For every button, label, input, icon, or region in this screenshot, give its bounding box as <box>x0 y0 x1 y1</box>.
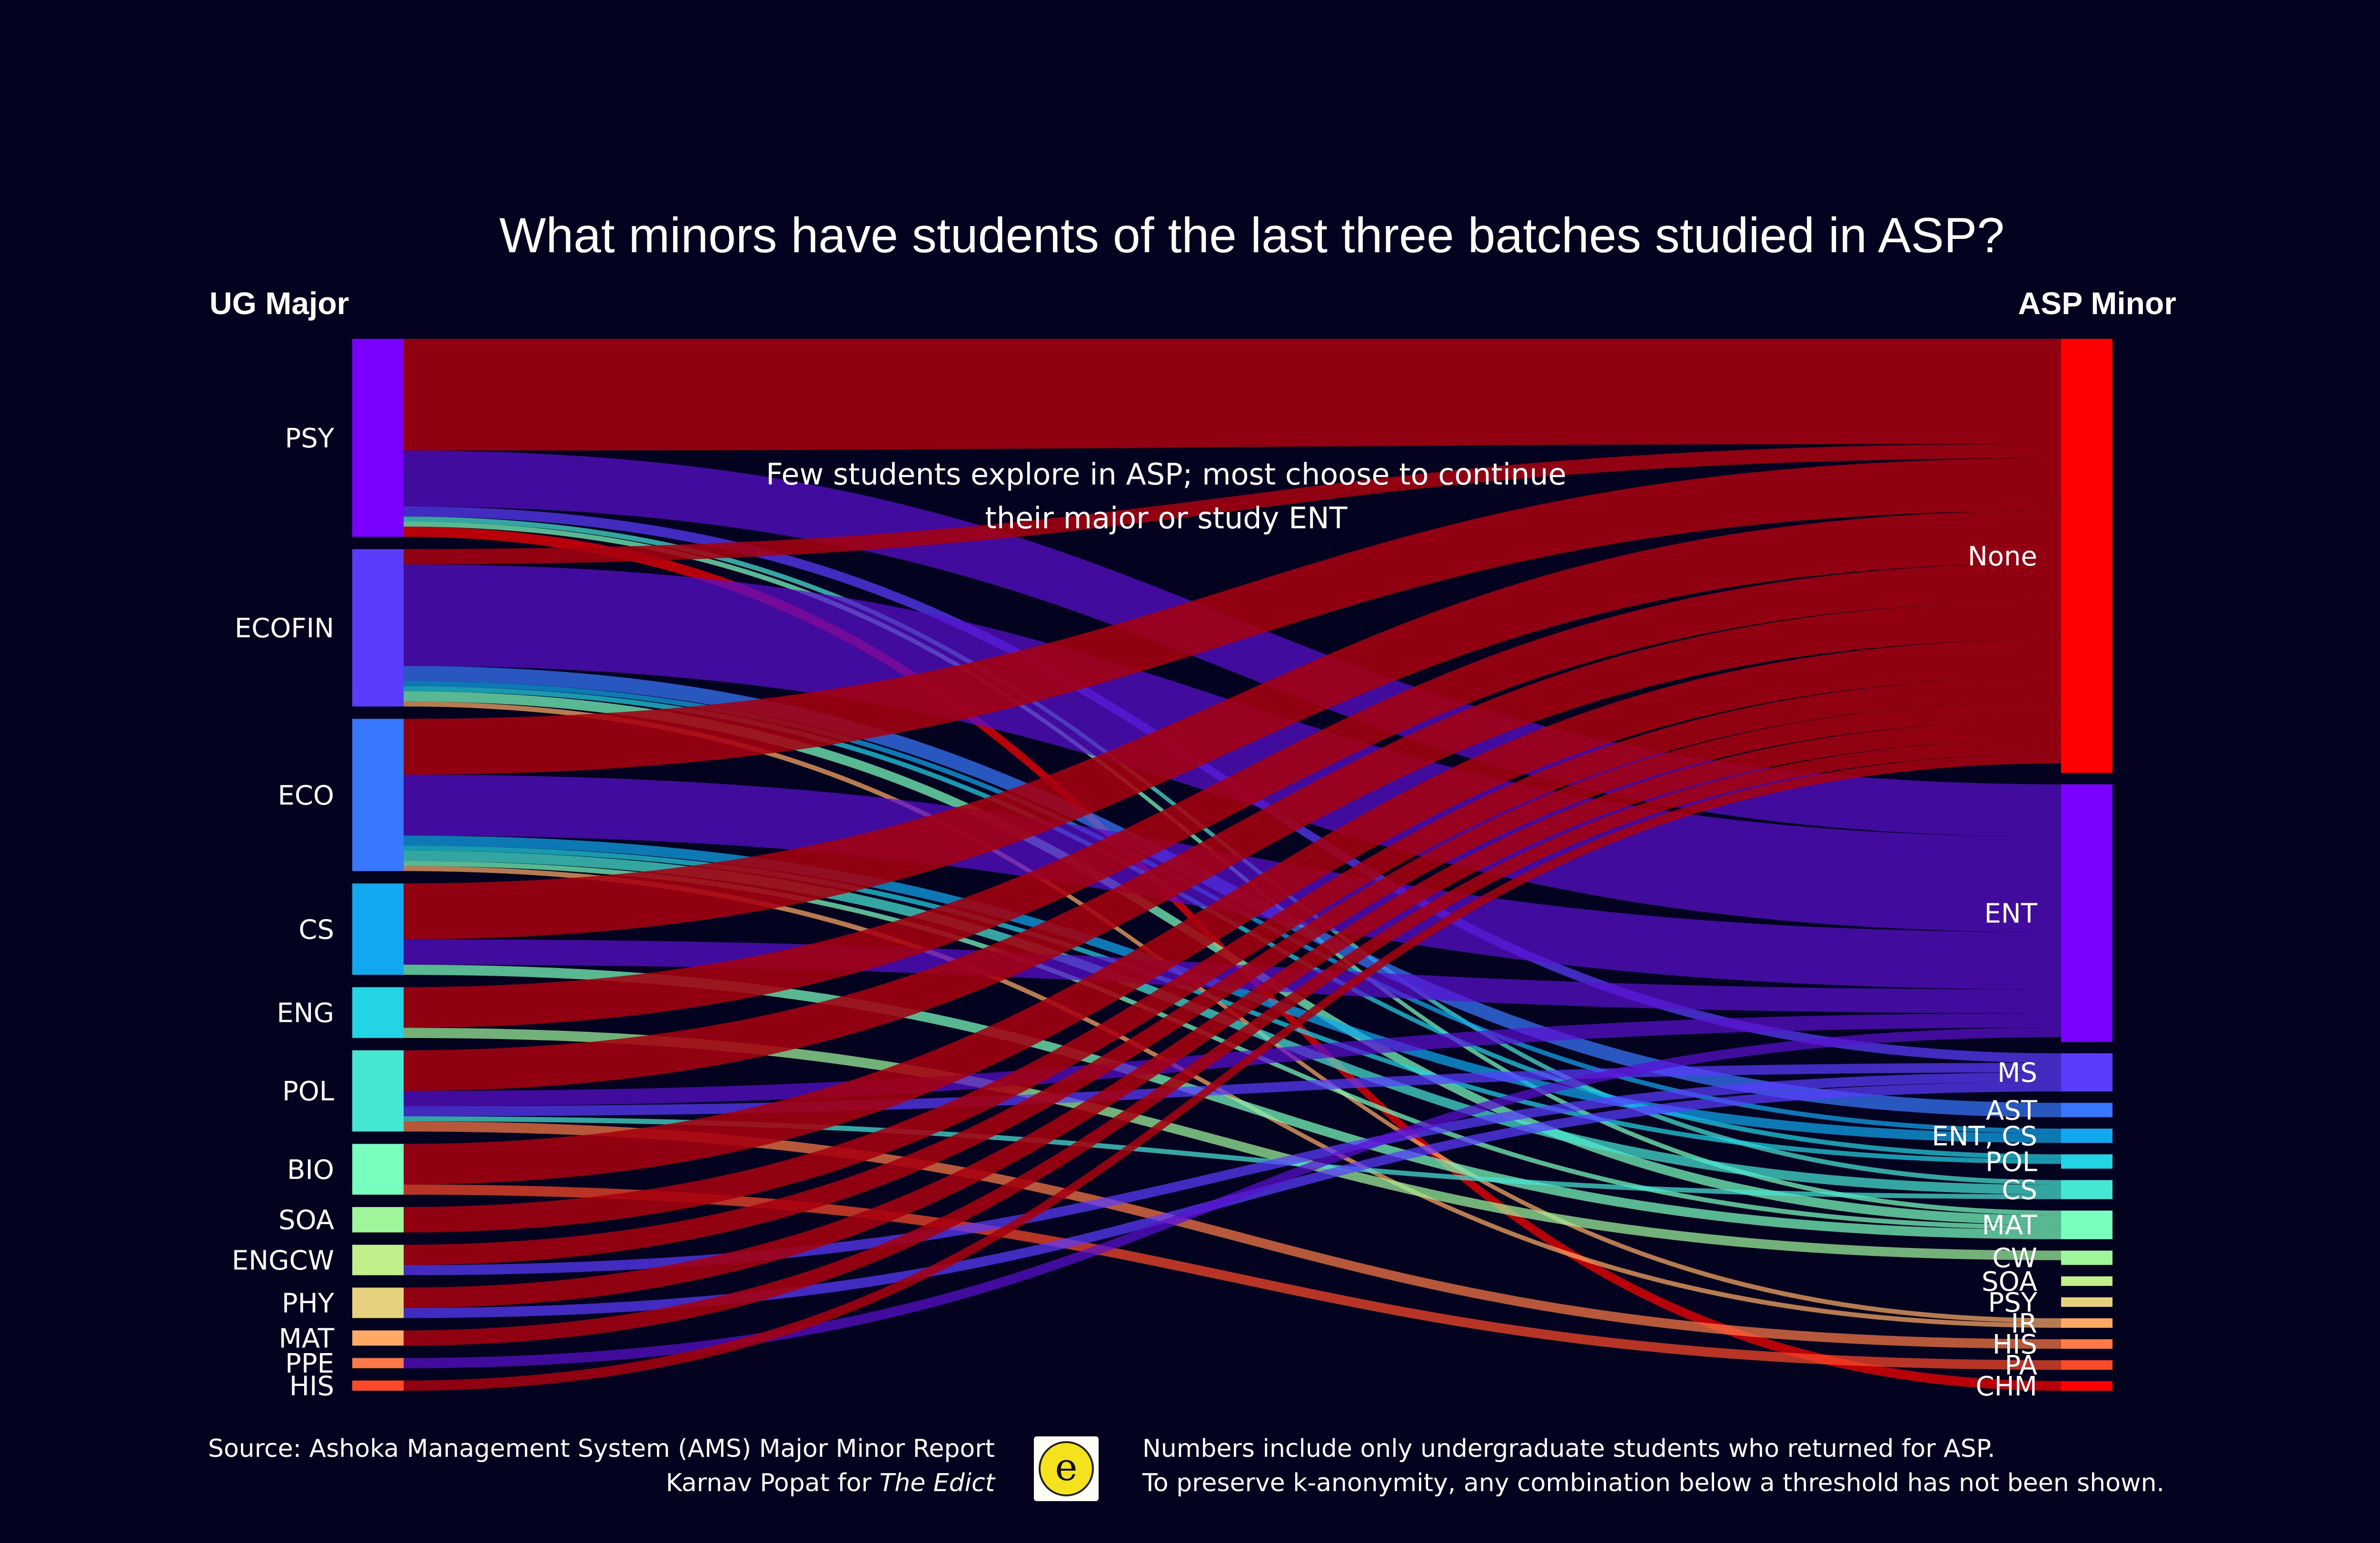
link-his-to-none <box>404 753 2061 1391</box>
left-label-ecofin: ECOFIN <box>235 613 334 644</box>
right-node-ir <box>2061 1318 2112 1328</box>
right-label-cw: CW <box>1993 1243 2037 1274</box>
left-label-pol: POL <box>282 1076 334 1107</box>
left-node-cs <box>352 883 404 975</box>
link-pol-to-his <box>404 1121 2061 1349</box>
right-label-ms: MS <box>1997 1058 2037 1088</box>
chart-title: What minors have students of the last th… <box>499 208 2004 263</box>
edict-logo: e <box>1034 1436 1099 1501</box>
right-node-ent <box>2061 784 2112 1042</box>
right-label-ast: AST <box>1986 1095 2038 1126</box>
left-label-eco: ECO <box>278 780 334 811</box>
right-label-ent: ENT <box>1984 899 2038 930</box>
right-node-cw <box>2061 1250 2112 1265</box>
right-node-cs <box>2061 1180 2112 1199</box>
right-label-chm: CHM <box>1975 1371 2037 1402</box>
source-note: Source: Ashoka Management System (AMS) M… <box>143 1432 995 1500</box>
link-pol-to-ent <box>404 1013 2061 1107</box>
right-label-psy: PSY <box>1988 1287 2037 1318</box>
link-eng-to-none <box>404 563 2061 1028</box>
left-node-mat <box>352 1330 404 1346</box>
left-node-bio <box>352 1144 404 1195</box>
left-label-his: HIS <box>289 1371 334 1402</box>
left-label-cs: CS <box>298 914 334 945</box>
note-line-2: To preserve k-anonymity, any combination… <box>1142 1469 2165 1497</box>
left-label-psy: PSY <box>285 423 334 454</box>
left-column-header: UG Major <box>209 286 349 321</box>
right-node-pol <box>2061 1154 2112 1169</box>
right-label-pa: PA <box>2005 1350 2038 1381</box>
link-psy-to-none <box>404 339 2061 451</box>
right-node-soa <box>2061 1276 2112 1286</box>
right-node-mat <box>2061 1210 2112 1239</box>
right-node-his <box>2061 1339 2112 1349</box>
left-label-engcw: ENGCW <box>232 1245 334 1276</box>
link-engcw-to-none <box>404 701 2061 1266</box>
right-label-entcs: ENT, CS <box>1932 1121 2037 1152</box>
left-node-engcw <box>352 1245 404 1276</box>
right-node-pa <box>2061 1360 2112 1370</box>
left-node-his <box>352 1380 404 1391</box>
link-bio-to-pa <box>404 1184 2061 1370</box>
logo-letter: e <box>1055 1445 1077 1489</box>
link-soa-to-none <box>404 677 2061 1233</box>
link-eco-to-none <box>404 458 2061 775</box>
link-psy-to-ent <box>404 450 2061 837</box>
link-eco-to-ir <box>404 866 2061 1328</box>
right-node-ast <box>2061 1103 2112 1118</box>
link-ppe-to-ent <box>404 1028 2061 1368</box>
nodes <box>352 339 2112 1391</box>
link-phy-to-none <box>404 720 2061 1308</box>
right-label-pol: POL <box>1985 1147 2037 1177</box>
right-label-ir: IR <box>2011 1308 2037 1339</box>
right-label-his: HIS <box>1993 1329 2037 1360</box>
left-label-soa: SOA <box>278 1205 334 1236</box>
link-pol-to-cs <box>404 1116 2061 1199</box>
link-eng-to-cw <box>404 1028 2061 1260</box>
left-node-pol <box>352 1050 404 1132</box>
left-node-phy <box>352 1287 404 1318</box>
left-label-ppe: PPE <box>285 1348 334 1379</box>
link-eco-to-ent <box>404 774 2061 989</box>
right-node-psy <box>2061 1297 2112 1307</box>
right-label-cs: CS <box>2002 1175 2037 1206</box>
flow-links <box>404 339 2061 1391</box>
right-label-mat: MAT <box>1982 1210 2038 1241</box>
left-node-eco <box>352 719 404 871</box>
publication-name: The Edict <box>879 1469 995 1497</box>
source-text: Source: Ashoka Management System (AMS) M… <box>208 1434 995 1463</box>
note-line-1: Numbers include only undergraduate stude… <box>1142 1434 1995 1463</box>
sankey-chart: What minors have students of the last th… <box>209 208 2176 1402</box>
right-node-entcs <box>2061 1128 2112 1143</box>
left-label-mat: MAT <box>279 1323 335 1354</box>
link-cs-to-none <box>404 510 2061 940</box>
right-node-none <box>2061 339 2112 773</box>
right-column-header: ASP Minor <box>2018 286 2176 321</box>
left-label-bio: BIO <box>287 1155 334 1186</box>
left-label-phy: PHY <box>282 1288 335 1319</box>
link-ecofin-to-none <box>404 444 2061 564</box>
left-node-psy <box>352 339 404 537</box>
left-node-ecofin <box>352 549 404 707</box>
node-labels: PSYECOFINECOCSENGPOLBIOSOAENGCWPHYMATPPE… <box>232 423 2038 1402</box>
annotation-line-2: their major or study ENT <box>985 501 1348 535</box>
right-node-ms <box>2061 1053 2112 1092</box>
link-bio-to-none <box>404 639 2061 1185</box>
link-engcw-to-ms <box>404 1072 2061 1276</box>
annotation-line-1: Few students explore in ASP; most choose… <box>766 457 1567 492</box>
link-mat-to-none <box>404 739 2061 1346</box>
left-label-eng: ENG <box>277 998 334 1029</box>
right-label-soa: SOA <box>1982 1266 2037 1297</box>
right-label-none: None <box>1968 541 2037 572</box>
link-cs-to-mat <box>404 964 2061 1239</box>
left-node-eng <box>352 987 404 1038</box>
credit-prefix: Karnav Popat for <box>665 1469 880 1497</box>
left-node-soa <box>352 1207 404 1233</box>
right-node-chm <box>2061 1381 2112 1391</box>
link-pol-to-none <box>404 601 2061 1091</box>
left-node-ppe <box>352 1358 404 1368</box>
credit-line: Karnav Popat for The Edict <box>143 1466 995 1500</box>
methodology-notes: Numbers include only undergraduate stude… <box>1142 1432 2285 1500</box>
